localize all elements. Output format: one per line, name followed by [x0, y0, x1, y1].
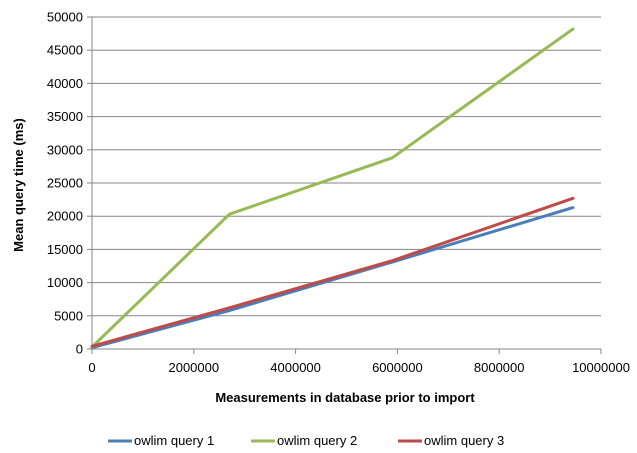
y-tick-label: 20000 — [47, 209, 83, 224]
series-line-2 — [90, 27, 575, 349]
y-tick-label: 25000 — [47, 176, 83, 191]
y-tick-label: 30000 — [47, 142, 83, 157]
x-tick-label: 6000000 — [372, 360, 423, 375]
x-tick-label: 0 — [88, 360, 95, 375]
y-tick-label: 5000 — [54, 308, 83, 323]
grid-lines — [92, 16, 601, 317]
y-tick-label: 40000 — [47, 76, 83, 91]
x-axis-title: Measurements in database prior to import — [215, 390, 475, 405]
x-tick-label: 8000000 — [474, 360, 525, 375]
x-tick-label: 2000000 — [168, 360, 219, 375]
series-line-3 — [90, 196, 575, 348]
y-tick-label: 0 — [76, 342, 83, 357]
series-lines — [90, 27, 575, 350]
x-tick-label: 4000000 — [270, 360, 321, 375]
x-tick-labels: 0 2000000 4000000 6000000 8000000 10000000 — [88, 360, 630, 375]
y-tick-label: 50000 — [47, 10, 83, 25]
legend-label-2: owlim query 2 — [277, 433, 357, 448]
x-tick-label: 10000000 — [572, 360, 630, 375]
y-tick-label: 10000 — [47, 275, 83, 290]
legend-label-3: owlim query 3 — [424, 433, 504, 448]
y-tick-label: 15000 — [47, 242, 83, 257]
y-axis-title: Mean query time (ms) — [11, 118, 26, 252]
series-line-1 — [90, 206, 575, 350]
axes — [87, 16, 602, 354]
legend-label-1: owlim query 1 — [134, 433, 214, 448]
legend: owlim query 1 owlim query 2 owlim query 3 — [108, 433, 504, 448]
y-tick-label: 45000 — [47, 43, 83, 58]
y-tick-label: 35000 — [47, 109, 83, 124]
y-tick-labels: 0 5000 10000 15000 20000 25000 30000 35000 40000… — [47, 10, 83, 357]
